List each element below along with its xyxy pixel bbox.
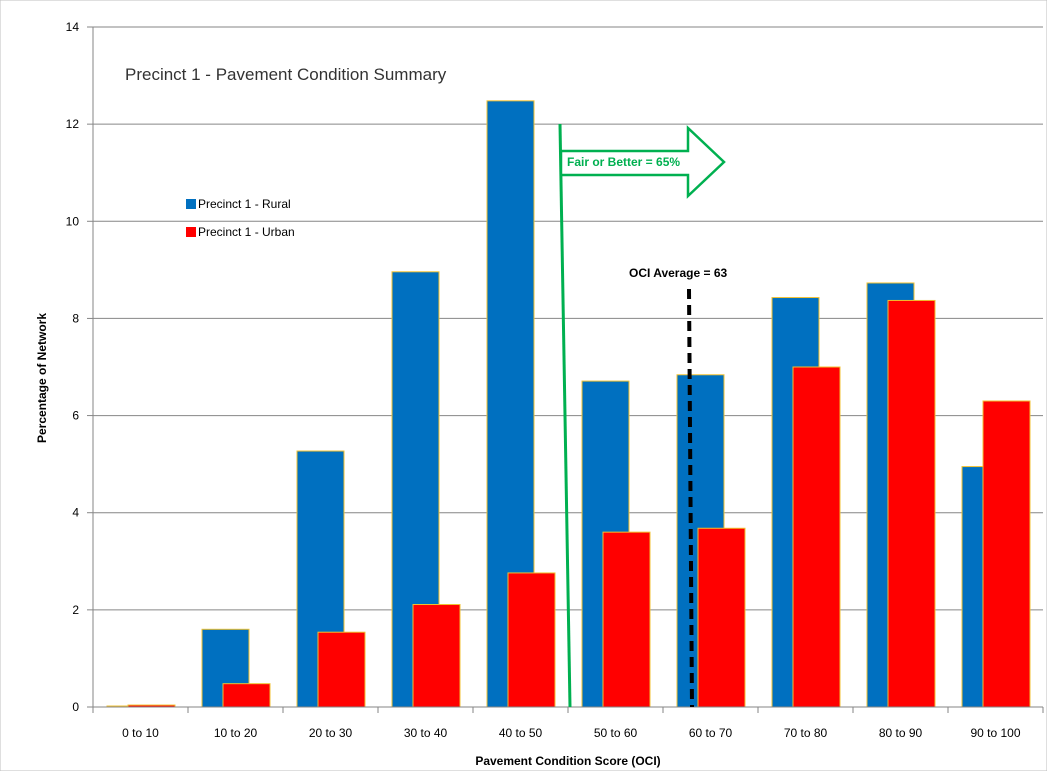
legend-swatch-rural — [186, 199, 196, 209]
fair-or-better-arrow — [559, 125, 726, 199]
bar-urban-7 — [792, 366, 841, 708]
y-tick-label: 8 — [72, 311, 79, 325]
legend: Precinct 1 - Rural Precinct 1 - Urban — [186, 197, 295, 239]
y-tick-label: 2 — [72, 603, 79, 617]
x-tick-label: 60 to 70 — [689, 726, 733, 740]
bar-urban-4 — [507, 572, 556, 708]
fair-or-better-label: Fair or Better = 65% — [567, 155, 680, 169]
bar-urban-3 — [412, 604, 461, 708]
x-tick-label: 10 to 20 — [214, 726, 258, 740]
legend-label-urban: Precinct 1 - Urban — [198, 225, 295, 239]
bar-urban-2 — [317, 631, 366, 708]
bar-urban-8 — [887, 299, 936, 708]
oci-average-annotation: OCI Average = 63 — [629, 266, 727, 708]
oci-average-label: OCI Average = 63 — [629, 266, 727, 280]
x-axis-title: Pavement Condition Score (OCI) — [475, 754, 660, 768]
x-tick-label: 50 to 60 — [594, 726, 638, 740]
y-tick-labels: 0 2 4 6 8 10 12 14 — [66, 20, 80, 714]
y-tick-label: 14 — [66, 20, 80, 34]
x-tick-label: 90 to 100 — [970, 726, 1020, 740]
chart-title: Precinct 1 - Pavement Condition Summary — [125, 65, 447, 84]
bar-urban-1 — [222, 683, 271, 708]
oci-average-line — [687, 288, 694, 708]
x-tick-label: 0 to 10 — [122, 726, 159, 740]
x-tick-label: 70 to 80 — [784, 726, 828, 740]
x-tick-label: 80 to 90 — [879, 726, 923, 740]
x-tick-label: 40 to 50 — [499, 726, 543, 740]
x-tick-label: 30 to 40 — [404, 726, 448, 740]
x-tick-labels: 0 to 10 10 to 20 20 to 30 30 to 40 40 to 50 5… — [122, 726, 1021, 740]
axes — [87, 26, 1044, 713]
y-tick-label: 4 — [72, 506, 79, 520]
y-tick-label: 10 — [66, 214, 80, 228]
legend-label-rural: Precinct 1 - Rural — [198, 197, 291, 211]
x-tick-label: 20 to 30 — [309, 726, 353, 740]
fair-or-better-annotation: Fair or Better = 65% — [558, 123, 726, 708]
y-axis-title: Percentage of Network — [35, 313, 49, 443]
bar-urban-9 — [982, 400, 1031, 708]
legend-swatch-urban — [186, 227, 196, 237]
y-tick-label: 0 — [72, 700, 79, 714]
y-tick-label: 12 — [66, 117, 80, 131]
bar-urban-6 — [697, 527, 746, 708]
fair-or-better-line — [558, 123, 572, 708]
bar-urban-5 — [602, 531, 651, 708]
y-tick-label: 6 — [72, 409, 79, 423]
bars — [106, 100, 1031, 708]
